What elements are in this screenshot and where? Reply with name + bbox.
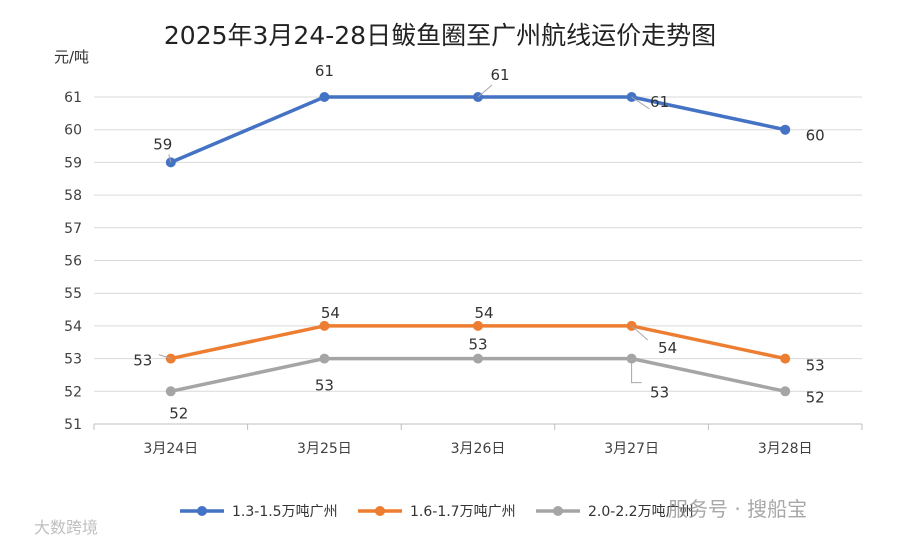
- legend-label: 2.0-2.2万吨广州: [588, 504, 694, 520]
- data-point: [780, 386, 791, 397]
- data-point: [473, 320, 483, 331]
- watermark-right: 服务号 · 搜船宝: [668, 497, 808, 521]
- legend-label: 1.3-1.5万吨广州: [232, 504, 338, 520]
- data-point: [780, 124, 791, 135]
- x-tick-label: 3月27日: [604, 441, 659, 457]
- data-label: 61: [650, 93, 669, 111]
- data-label: 53: [133, 352, 152, 370]
- leader-line: [477, 84, 493, 98]
- x-tick-label: 3月26日: [451, 441, 506, 457]
- chart-title: 2025年3月24-28日鲅鱼圈至广州航线运价走势图: [164, 21, 716, 50]
- data-point: [319, 320, 330, 331]
- data-point: [319, 353, 330, 364]
- y-tick-label: 53: [64, 352, 82, 368]
- data-label: 52: [806, 388, 825, 406]
- data-label: 53: [315, 377, 334, 395]
- x-tick-label: 3月24日: [143, 441, 198, 457]
- leader-line: [631, 358, 642, 384]
- y-tick-label: 54: [64, 319, 82, 335]
- data-label: 61: [490, 66, 509, 84]
- data-point: [473, 353, 483, 364]
- y-tick-label: 60: [64, 123, 82, 139]
- x-axis: 3月24日 3月25日 3月26日 3月27日 3月28日: [93, 424, 863, 457]
- data-label: 54: [658, 339, 677, 357]
- leader-line: [158, 354, 171, 360]
- data-point: [165, 386, 176, 397]
- data-label: 52: [169, 404, 188, 422]
- leader-line: [631, 325, 648, 341]
- data-label: 61: [315, 62, 334, 80]
- data-label: 53: [650, 384, 669, 402]
- gridlines: [94, 96, 862, 425]
- data-label: 54: [321, 304, 340, 322]
- legend-marker: [553, 506, 563, 516]
- y-tick-label: 61: [64, 90, 82, 106]
- data-label: 59: [153, 135, 172, 153]
- leader-line: [631, 96, 650, 110]
- legend-marker: [375, 506, 385, 516]
- data-point: [319, 92, 330, 102]
- legend: 1.3-1.5万吨广州 1.6-1.7万吨广州 2.0-2.2万吨广州: [180, 504, 694, 520]
- y-tick-label: 52: [64, 384, 82, 400]
- legend-label: 1.6-1.7万吨广州: [410, 504, 516, 520]
- data-label: 53: [806, 357, 825, 375]
- y-tick-label: 56: [64, 254, 82, 270]
- y-tick-labels: 51 52 53 54 55 56 57 58 59 60 61: [64, 90, 82, 433]
- data-label: 60: [806, 127, 825, 145]
- y-axis-label: 元/吨: [54, 48, 89, 66]
- x-tick-label: 3月25日: [297, 441, 352, 457]
- data-point: [780, 353, 791, 364]
- leader-line: [168, 154, 172, 163]
- y-tick-label: 58: [64, 188, 82, 204]
- y-tick-label: 59: [64, 155, 82, 171]
- data-label: 53: [468, 336, 487, 354]
- data-labels: 59 61 61 61 60 53 54 54 54 53 52 53 53 53 52: [133, 62, 824, 422]
- x-tick-label: 3月28日: [758, 441, 813, 457]
- data-label: 54: [474, 304, 493, 322]
- y-tick-label: 55: [64, 286, 82, 302]
- legend-marker: [197, 506, 207, 516]
- y-tick-label: 51: [64, 417, 82, 433]
- watermark-left: 大数跨境: [34, 518, 99, 537]
- y-tick-label: 57: [64, 221, 82, 237]
